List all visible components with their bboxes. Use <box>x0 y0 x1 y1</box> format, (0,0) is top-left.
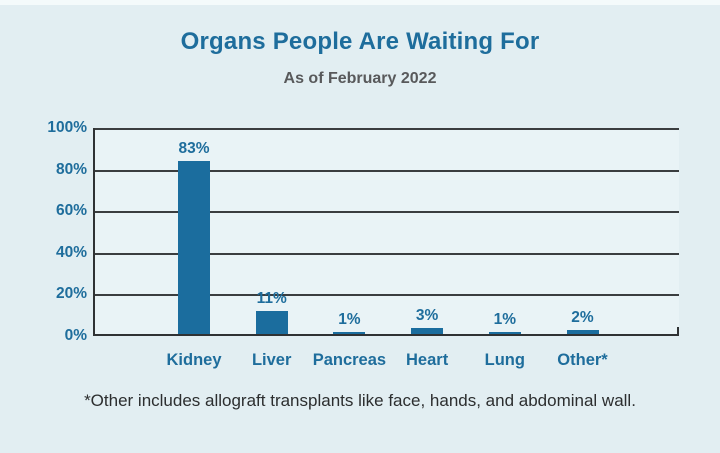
x-category-label: Heart <box>406 351 449 369</box>
y-axis-tick-label: 100% <box>47 119 87 136</box>
chart-footnote: *Other includes allograft transplants li… <box>84 391 636 410</box>
bar-value-label: 11% <box>256 290 287 308</box>
bar-liver <box>255 311 288 334</box>
x-category-label: Lung <box>484 351 525 369</box>
chart-title: Organs People Are Waiting For <box>180 28 540 55</box>
bar-other <box>566 329 599 334</box>
bar-kidney <box>178 161 210 334</box>
y-axis-tick-label: 20% <box>55 285 87 303</box>
x-axis-end-tick <box>677 327 679 334</box>
bar-pancreas <box>333 331 366 334</box>
x-category-label: Pancreas <box>312 351 387 369</box>
x-category-label: Liver <box>251 351 292 369</box>
bar-chart-plot-area: 100% 80% 60% 40% 20% 0% 83% Kidney 11% Liver 1% Pan… <box>47 119 679 369</box>
y-axis-tick-label: 40% <box>55 243 87 261</box>
bar-value-label: 2% <box>571 308 594 326</box>
y-axis-tick-label: 60% <box>55 202 87 220</box>
x-category-label: Other* <box>557 351 608 369</box>
bar-value-label: 83% <box>178 140 210 158</box>
top-edge-strip <box>0 0 720 5</box>
y-axis-tick-label: 0% <box>64 327 87 344</box>
x-category-label: Kidney <box>166 351 222 369</box>
chart-subtitle: As of February 2022 <box>283 70 437 87</box>
y-axis-tick-label: 80% <box>55 160 87 178</box>
bar-value-label: 1% <box>338 310 361 328</box>
gridline-100 <box>95 128 679 130</box>
bar-value-label: 1% <box>493 310 516 328</box>
bar-heart <box>411 327 444 334</box>
bar-lung <box>488 331 521 334</box>
bar-value-label: 3% <box>415 306 439 324</box>
